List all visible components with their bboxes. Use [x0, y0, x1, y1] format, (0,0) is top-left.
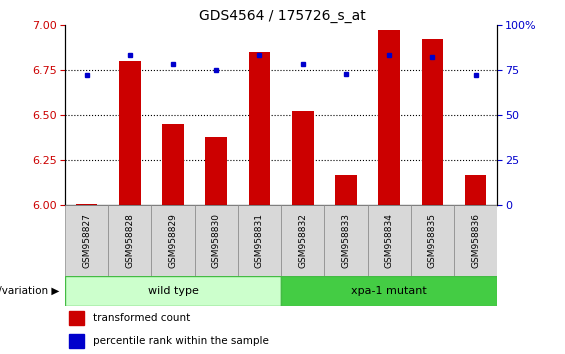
FancyBboxPatch shape [367, 205, 411, 276]
Text: GSM958827: GSM958827 [82, 213, 91, 268]
FancyBboxPatch shape [281, 276, 497, 306]
Bar [249, 52, 270, 205]
Text: GSM958828: GSM958828 [125, 213, 134, 268]
Text: GSM958833: GSM958833 [341, 213, 350, 268]
FancyBboxPatch shape [238, 205, 281, 276]
Text: percentile rank within the sample: percentile rank within the sample [93, 336, 269, 346]
FancyBboxPatch shape [108, 205, 151, 276]
Text: xpa-1 mutant: xpa-1 mutant [351, 286, 427, 296]
Bar [69, 311, 84, 325]
Bar [465, 175, 486, 205]
Text: GSM958829: GSM958829 [168, 213, 177, 268]
Text: transformed count: transformed count [93, 313, 190, 323]
Text: GSM958831: GSM958831 [255, 213, 264, 268]
Text: wild type: wild type [147, 286, 198, 296]
Bar [162, 124, 184, 205]
FancyBboxPatch shape [65, 205, 108, 276]
Bar [119, 61, 141, 205]
Text: GDS4564 / 175726_s_at: GDS4564 / 175726_s_at [199, 9, 366, 23]
Text: GSM958836: GSM958836 [471, 213, 480, 268]
FancyBboxPatch shape [281, 205, 324, 276]
FancyBboxPatch shape [411, 205, 454, 276]
FancyBboxPatch shape [151, 205, 194, 276]
Bar [292, 112, 314, 205]
Text: GSM958834: GSM958834 [385, 213, 394, 268]
FancyBboxPatch shape [65, 276, 281, 306]
Bar [379, 30, 400, 205]
Bar [206, 137, 227, 205]
FancyBboxPatch shape [454, 205, 497, 276]
FancyBboxPatch shape [194, 205, 238, 276]
Text: GSM958830: GSM958830 [212, 213, 221, 268]
Bar [335, 175, 357, 205]
Text: GSM958832: GSM958832 [298, 213, 307, 268]
Text: GSM958835: GSM958835 [428, 213, 437, 268]
Bar [69, 334, 84, 348]
FancyBboxPatch shape [324, 205, 367, 276]
Bar [76, 204, 97, 205]
Bar [421, 39, 443, 205]
Text: genotype/variation ▶: genotype/variation ▶ [0, 286, 59, 296]
